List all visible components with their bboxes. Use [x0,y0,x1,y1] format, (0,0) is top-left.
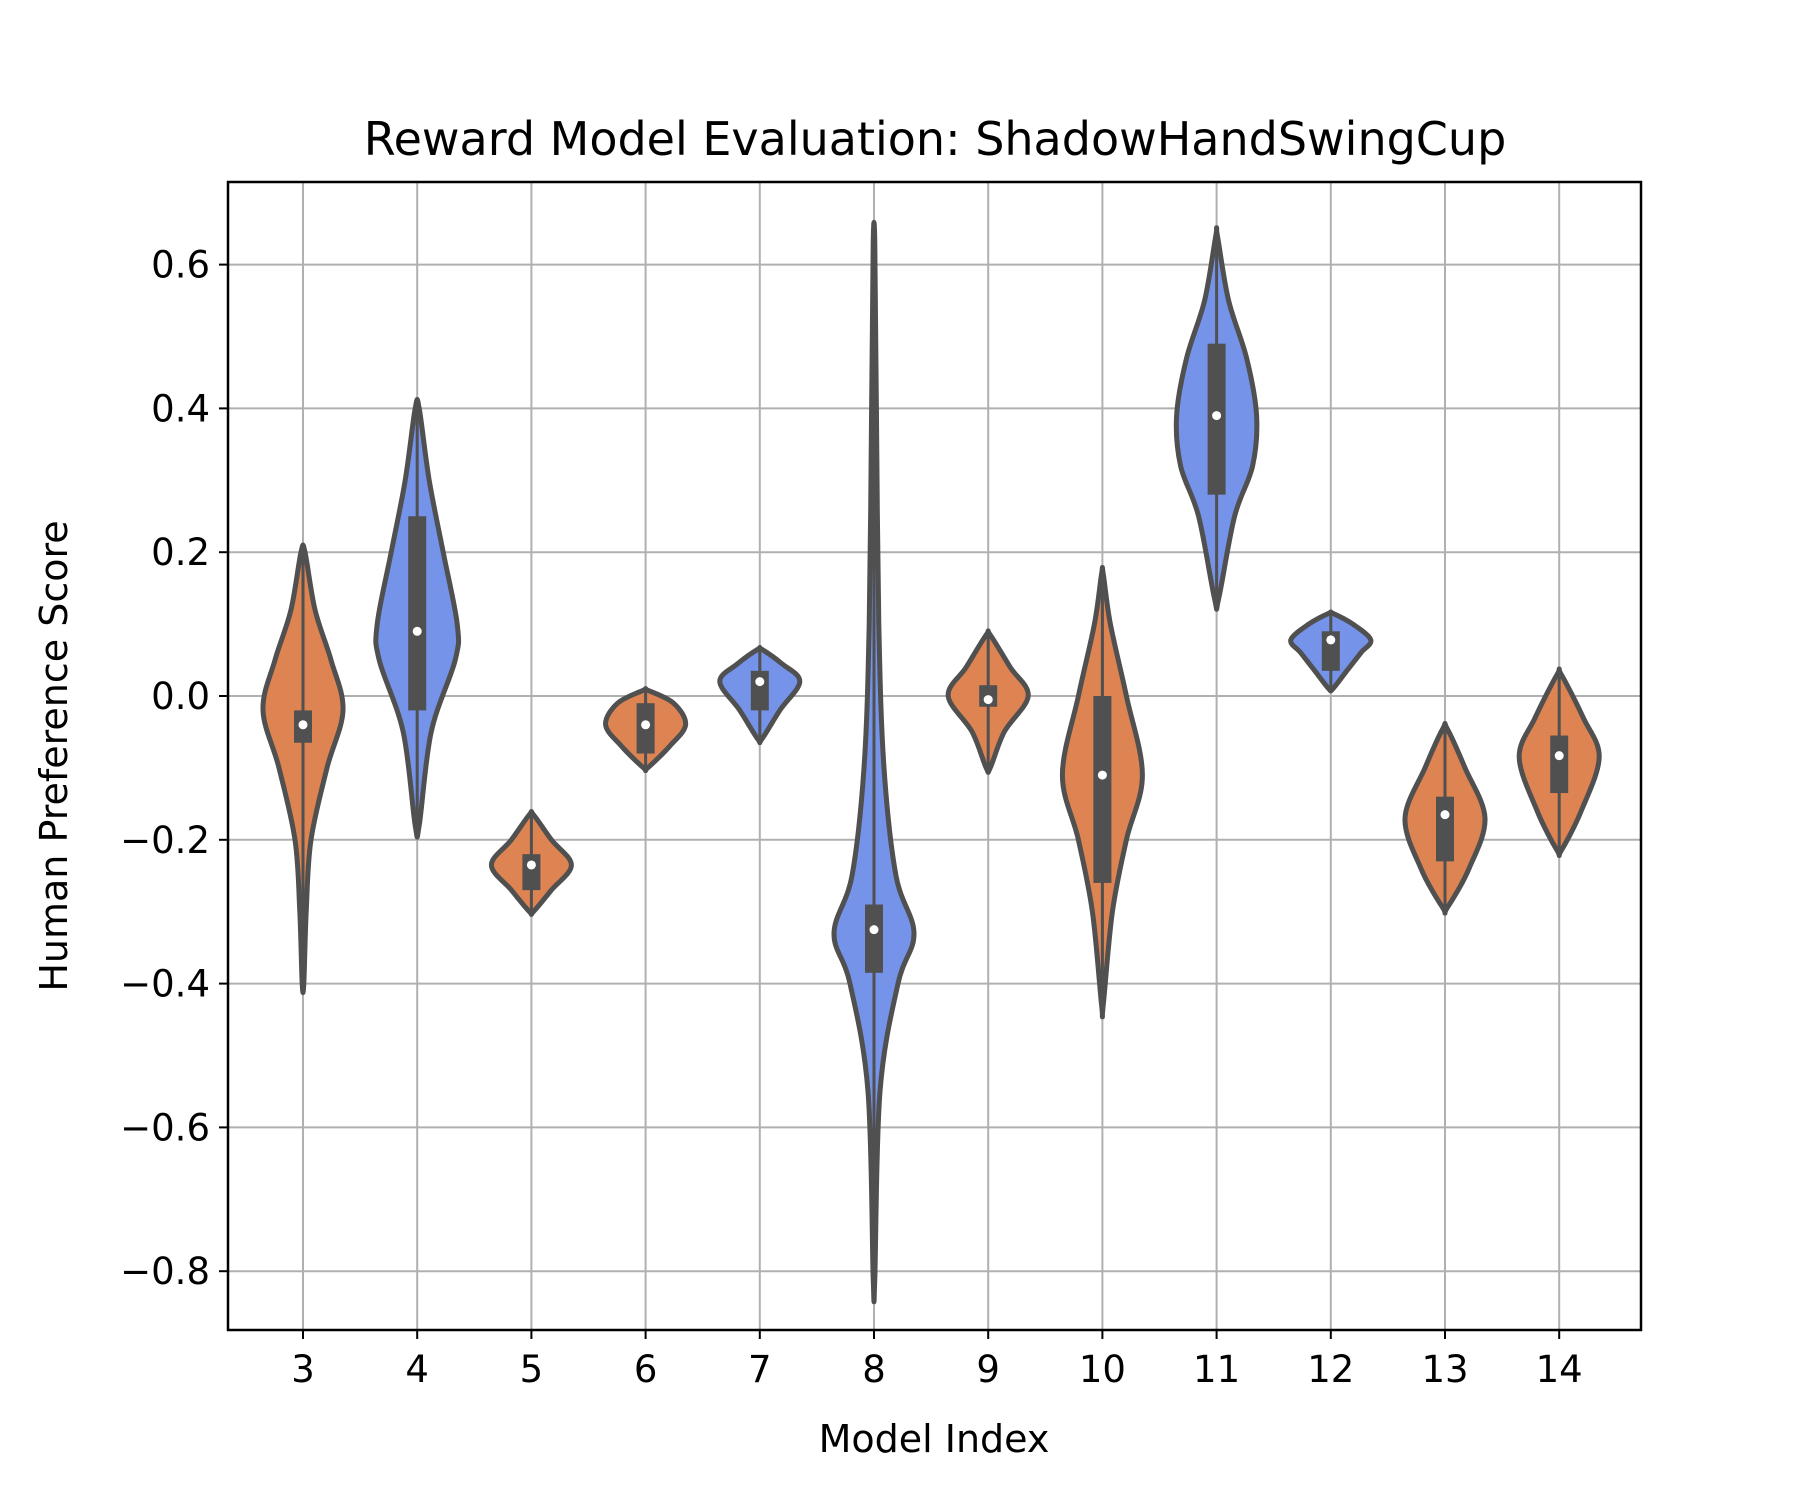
median-point-6 [641,720,651,730]
median-point-14 [1554,751,1564,761]
median-point-12 [1326,635,1336,645]
x-tick-label: 5 [520,1348,544,1391]
iqr-box-4 [408,516,427,711]
iqr-box-14 [1550,735,1569,794]
x-tick-label: 7 [748,1348,772,1391]
median-point-3 [298,720,308,730]
x-tick-label: 6 [634,1348,658,1391]
median-point-11 [1212,411,1222,421]
y-tick-label: 0.2 [151,531,210,574]
y-tick-label: −0.8 [120,1250,210,1293]
y-tick-label: −0.2 [120,819,210,862]
chart-title: Reward Model Evaluation: ShadowHandSwing… [364,112,1507,166]
iqr-box-13 [1436,796,1454,862]
median-point-5 [526,860,536,870]
median-point-9 [983,695,993,705]
x-tick-label: 8 [862,1348,886,1391]
y-tick-label: −0.4 [120,963,210,1006]
y-tick-label: 0.4 [151,387,210,430]
plot-frame [226,180,1643,1332]
x-tick-label: 11 [1193,1348,1240,1391]
violins [260,219,1602,1305]
y-tick-label: 0.6 [151,244,210,287]
x-tick-label: 4 [405,1348,429,1391]
x-tick-label: 9 [976,1348,1000,1391]
x-tick-label: 14 [1536,1348,1583,1391]
y-tick-label: 0.0 [151,675,210,718]
iqr-box-12 [1321,631,1340,671]
y-axis-title: Human Preference Score [32,520,76,991]
x-tick-label: 13 [1421,1348,1468,1391]
y-tick-label: −0.6 [120,1106,210,1149]
median-point-10 [1097,770,1107,780]
iqr-box-5 [522,854,541,891]
iqr-box-10 [1093,696,1112,883]
x-tick-label: 12 [1307,1348,1354,1391]
x-axis-title: Model Index [819,1417,1050,1461]
x-tick-label: 3 [291,1348,315,1391]
iqr-box-7 [750,670,769,711]
median-point-8 [869,925,879,935]
median-point-13 [1440,810,1450,820]
median-point-4 [412,626,422,636]
iqr-box-8 [865,904,883,973]
ticks: −0.8 −0.6 −0.4 −0.2 0.0 0.2 0.4 0.6 3 4 5 6 7 8 9 10 11 1… [120,244,1583,1391]
median-point-7 [755,677,765,687]
x-tick-label: 10 [1079,1348,1126,1391]
